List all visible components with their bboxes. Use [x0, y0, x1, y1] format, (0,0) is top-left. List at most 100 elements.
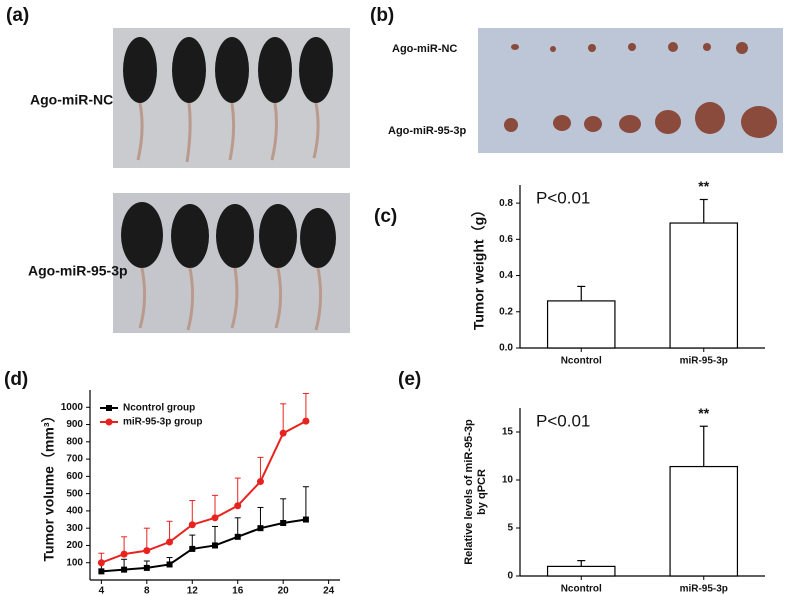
bar — [669, 465, 739, 577]
tumor — [741, 106, 777, 138]
x-tick-label: 4 — [99, 586, 105, 596]
marker — [256, 478, 264, 486]
tumor — [588, 44, 596, 52]
y-tick-label: 300 — [66, 523, 83, 534]
tail — [228, 102, 236, 161]
y-tick-label: 1000 — [61, 402, 84, 413]
tumor — [703, 43, 711, 51]
tumor — [553, 115, 571, 131]
panel-label: (a) — [6, 5, 29, 26]
row-label: Ago-miR-NC — [392, 43, 457, 55]
x-tick-label: 12 — [187, 586, 199, 596]
y-axis-label: Tumor volume（mm³） — [41, 409, 57, 562]
mouse — [299, 37, 333, 103]
x-tick-label: 8 — [144, 586, 150, 596]
x-tick-label: Ncontrol — [561, 584, 602, 595]
significance: ** — [698, 405, 709, 421]
y-tick-label: 0.8 — [499, 198, 513, 209]
marker — [212, 542, 218, 549]
x-tick-label: 20 — [278, 586, 290, 596]
panel-label: (d) — [4, 369, 28, 390]
marker — [302, 516, 309, 523]
y-axis-label: by qPCR — [476, 469, 488, 515]
tumor — [655, 110, 681, 134]
tumor — [619, 115, 641, 133]
panel-label: (c) — [374, 206, 397, 227]
marker — [121, 566, 128, 573]
y-tick-label: 100 — [66, 557, 83, 568]
series-line — [101, 518, 307, 573]
significance: ** — [698, 178, 709, 194]
y-tick-label: 600 — [66, 471, 83, 482]
y-tick-label: 10 — [502, 475, 514, 486]
y-tick-label: 0.2 — [499, 306, 513, 317]
tail — [186, 267, 195, 331]
tail — [314, 267, 323, 331]
y-tick-label: 800 — [66, 436, 83, 447]
bar — [546, 300, 616, 349]
mouse — [258, 37, 292, 103]
x-tick-label: miR-95-3p — [680, 356, 728, 367]
x-tick-label: 16 — [232, 586, 244, 596]
marker — [257, 525, 264, 532]
panel-label: (e) — [398, 369, 421, 390]
y-tick-label: 0.6 — [499, 234, 513, 245]
x-tick-label: 24 — [323, 586, 335, 596]
legend-marker — [106, 405, 112, 411]
marker — [188, 521, 196, 529]
tumor — [584, 116, 602, 132]
tail — [185, 102, 192, 163]
marker — [166, 538, 174, 546]
marker — [143, 564, 150, 571]
row-label: Ago-miR-95-3p — [388, 125, 467, 137]
tail — [136, 102, 144, 161]
legend-label: Ncontrol group — [123, 403, 195, 414]
marker — [97, 559, 105, 567]
tail — [312, 102, 320, 159]
bar — [669, 222, 739, 349]
annotation: P<0.01 — [536, 411, 590, 430]
marker — [189, 545, 196, 552]
tail — [138, 267, 147, 329]
mouse — [300, 208, 336, 268]
row-label: Ago-miR-NC — [30, 92, 113, 108]
marker — [280, 520, 287, 526]
marker — [234, 533, 241, 540]
y-tick-label: 5 — [507, 523, 513, 534]
mouse — [121, 202, 163, 268]
marker — [302, 417, 310, 425]
panel-label: (b) — [370, 5, 394, 26]
marker — [211, 514, 219, 522]
tail — [274, 267, 283, 329]
mouse — [215, 37, 249, 103]
marker — [279, 429, 287, 437]
tumor — [511, 44, 519, 50]
y-tick-label: 700 — [66, 454, 83, 465]
tail — [270, 102, 278, 161]
tumor — [668, 42, 678, 52]
bar — [546, 565, 616, 577]
tumor — [736, 42, 748, 54]
legend-label: miR-95-3p group — [123, 417, 202, 428]
legend-marker — [105, 418, 113, 426]
y-tick-label: 0.0 — [499, 343, 513, 354]
y-tick-label: 15 — [502, 427, 514, 438]
x-tick-label: Ncontrol — [561, 356, 602, 367]
tumor — [695, 102, 725, 134]
y-tick-label: 0 — [507, 571, 513, 582]
marker — [98, 568, 105, 575]
mouse — [171, 204, 209, 268]
y-tick-label: 400 — [66, 506, 83, 517]
y-tick-label: 0.4 — [499, 270, 513, 281]
photo-b: Ago-miR-NC Ago-miR-95-3p — [388, 28, 783, 153]
y-tick-label: 900 — [66, 419, 83, 430]
marker — [234, 502, 242, 510]
row-label: Ago-miR-95-3p — [28, 263, 128, 279]
mouse — [259, 204, 297, 268]
y-axis-label: Relative levels of miR-95-3p — [463, 419, 475, 565]
mouse — [172, 37, 206, 103]
y-axis-label: Tumor weight（g） — [471, 203, 487, 330]
photo-a: Ago-miR-NC Ago-miR-95-3p — [28, 28, 350, 333]
marker — [143, 547, 151, 555]
